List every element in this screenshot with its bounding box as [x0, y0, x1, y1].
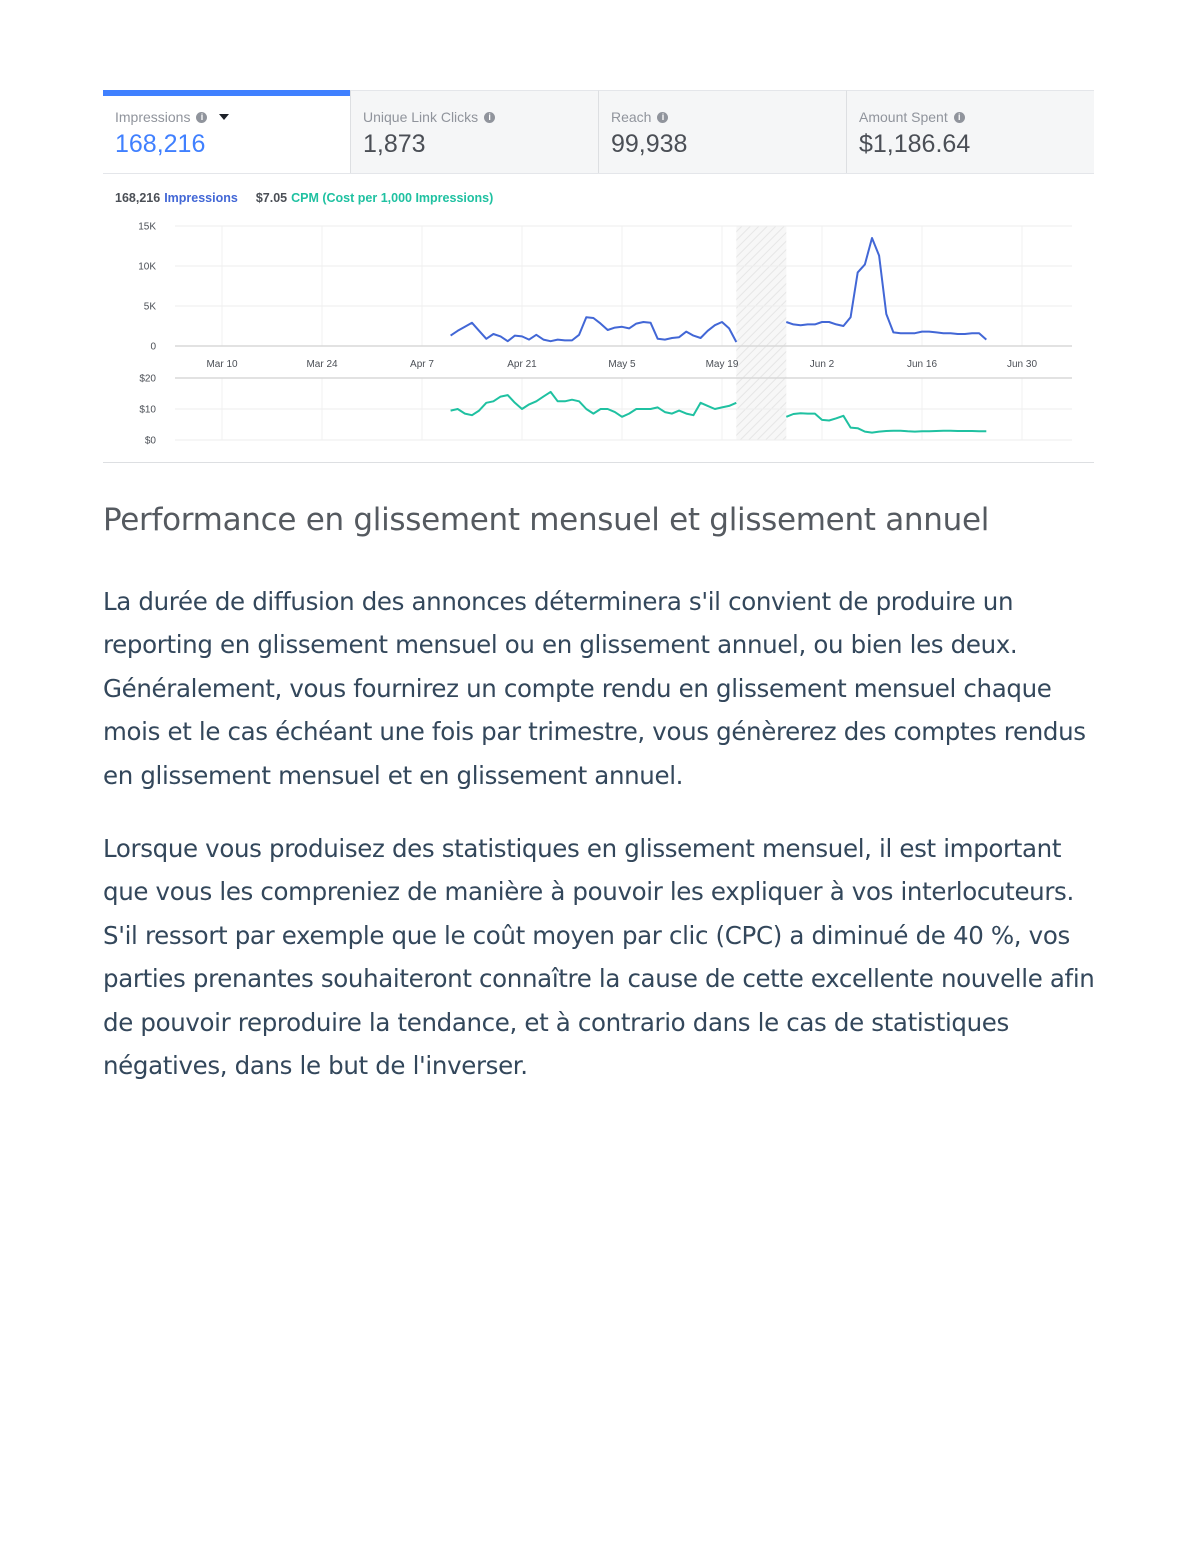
- info-icon[interactable]: i: [196, 111, 208, 123]
- tab-value: $1,186.64: [859, 130, 971, 158]
- tab-value: 1,873: [363, 130, 426, 158]
- y-tick-label: $10: [139, 405, 156, 416]
- article-paragraph: La durée de diffusion des annonces déter…: [103, 587, 1086, 790]
- y-tick-label: 5K: [144, 302, 157, 313]
- info-icon[interactable]: i: [953, 111, 965, 123]
- cpm-value: $7.05: [255, 191, 288, 205]
- tab-amount-spent[interactable]: Amount Spent i $1,186.64: [846, 90, 1094, 173]
- x-tick-label: Apr 7: [410, 359, 434, 370]
- no-data-band: [736, 226, 787, 440]
- impressions-legend: Impressions: [164, 191, 238, 205]
- info-icon[interactable]: i: [657, 111, 669, 123]
- tab-label: Impressions: [115, 109, 191, 125]
- cpm-line: [785, 412, 987, 434]
- x-tick-label: Jun 16: [907, 359, 937, 370]
- article-paragraph: Lorsque vous produisez des statistiques …: [103, 834, 1095, 1081]
- x-tick-label: May 5: [608, 359, 636, 370]
- y-tick-label: 10K: [138, 262, 156, 273]
- chart-summary: 168,216 Impressions $7.05 CPM (Cost per 1,0…: [115, 191, 493, 205]
- tab-label: Reach: [611, 109, 652, 125]
- metric-tabs: Impressions i 168,216 Unique Link Clicks i…: [103, 90, 1094, 174]
- cpm-legend: CPM (Cost per 1,000 Impressions): [291, 191, 494, 205]
- tab-label: Unique Link Clicks: [363, 109, 479, 125]
- tab-value: 168,216: [115, 130, 206, 158]
- performance-chart: Mar 10 Mar 24 Apr 7 Apr 21 May 5 May 19 Jun 2 J…: [138, 222, 1072, 447]
- x-tick-label: Jun 30: [1007, 359, 1037, 370]
- tab-impressions[interactable]: Impressions i 168,216: [103, 90, 350, 173]
- impressions-total: 168,216: [115, 191, 161, 205]
- y-tick-label: $20: [139, 374, 156, 385]
- info-icon[interactable]: i: [484, 111, 496, 123]
- tab-reach[interactable]: Reach i 99,938: [598, 90, 846, 173]
- x-tick-label: Jun 2: [810, 359, 835, 370]
- x-tick-label: Apr 21: [507, 359, 537, 370]
- article-heading: Performance en glissement mensuel et gli…: [103, 502, 990, 538]
- tab-value: 99,938: [611, 130, 688, 158]
- x-tick-label: Mar 10: [206, 359, 238, 370]
- impressions-line: [785, 237, 987, 341]
- y-tick-label: 15K: [138, 222, 156, 233]
- y-tick-label: $0: [145, 436, 157, 447]
- x-tick-label: May 19: [706, 359, 739, 370]
- x-tick-label: Mar 24: [306, 359, 338, 370]
- tab-unique-link-clicks[interactable]: Unique Link Clicks i 1,873: [350, 90, 598, 173]
- caret-down-icon[interactable]: [219, 114, 230, 120]
- divider: [103, 462, 1094, 463]
- y-tick-label: 0: [150, 342, 156, 353]
- impressions-line: [450, 316, 738, 343]
- cpm-line: [450, 390, 737, 418]
- tab-label: Amount Spent: [859, 109, 948, 125]
